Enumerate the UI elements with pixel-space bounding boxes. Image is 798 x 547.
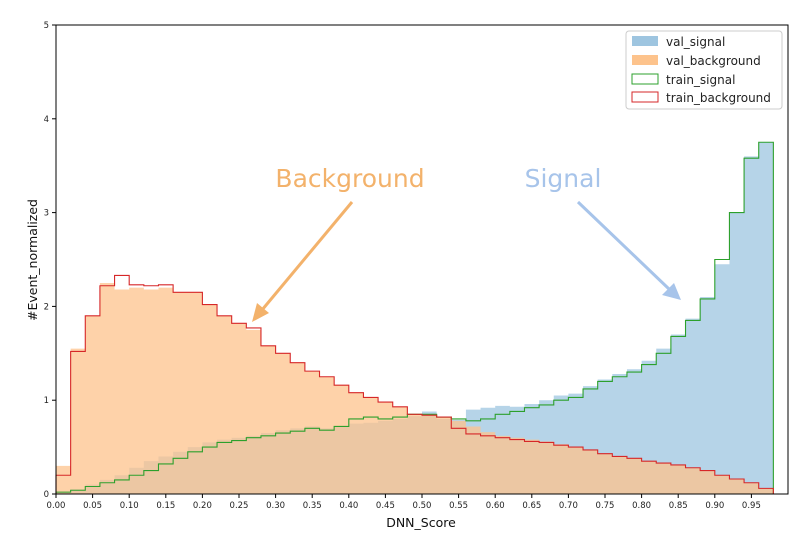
- x-tick-label: 0.50: [413, 501, 432, 511]
- x-tick-label: 0.75: [596, 501, 615, 511]
- series-val-signal-area: [56, 142, 788, 494]
- annotation-background-label: Background: [275, 164, 424, 193]
- y-tick-label: 3: [44, 209, 49, 219]
- annotation-signal-arrow-shaft: [576, 200, 671, 291]
- x-tick-label: 0.55: [449, 501, 468, 511]
- x-tick-label: 0.85: [669, 501, 688, 511]
- x-tick-label: 0.65: [522, 501, 541, 511]
- x-tick-label: 0.00: [47, 501, 66, 511]
- legend-label-train-signal: train_signal: [666, 73, 735, 87]
- y-tick-label: 0: [44, 490, 49, 500]
- y-axis-label: #Event_normalized: [25, 199, 40, 321]
- annotation-signal-label: Signal: [525, 164, 602, 193]
- x-tick-label: 0.60: [486, 501, 505, 511]
- annotation-signal-arrow-head: [662, 283, 681, 300]
- x-tick-label: 0.90: [705, 501, 724, 511]
- annotations: Background Signal: [252, 164, 681, 322]
- annotation-background-arrow-head: [252, 303, 269, 322]
- series-train-background-step: [55, 274, 788, 495]
- legend-swatch-train-signal: [631, 73, 659, 85]
- y-tick-label: 5: [44, 21, 49, 31]
- x-tick-label: 0.25: [230, 501, 249, 511]
- legend-swatch-val-background: [632, 55, 658, 65]
- legend-label-val-signal: val_signal: [666, 35, 725, 49]
- x-tick-label: 0.35: [303, 501, 322, 511]
- y-tick-label: 2: [44, 302, 49, 312]
- legend-label-train-background: train_background: [666, 91, 771, 105]
- x-tick-label: 0.30: [266, 501, 285, 511]
- series-val-background-area: [56, 282, 788, 494]
- annotation-background-arrow-shaft: [260, 201, 354, 311]
- legend: val_signal val_background train_signal t…: [625, 30, 783, 110]
- x-tick-label: 0.20: [193, 501, 212, 511]
- x-tick-label: 0.70: [559, 501, 578, 511]
- legend-label-val-background: val_background: [666, 54, 761, 68]
- x-tick-label: 0.45: [376, 501, 395, 511]
- legend-swatch-train-background: [631, 91, 659, 103]
- series-layer: [55, 141, 788, 495]
- x-tick-label: 0.80: [632, 501, 651, 511]
- x-axis-label: DNN_Score: [386, 515, 456, 530]
- y-tick-label: 4: [44, 115, 49, 125]
- y-tick-label: 1: [44, 396, 49, 406]
- x-tick-label: 0.40: [339, 501, 358, 511]
- ticks-layer: 0.00 0.05 0.10 0.15 0.20 0.25 0.30 0.35 0.40 0.45…: [44, 21, 761, 511]
- x-tick-label: 0.10: [120, 501, 139, 511]
- legend-box: [625, 30, 783, 110]
- x-tick-label: 0.15: [156, 501, 175, 511]
- x-tick-label: 0.95: [742, 501, 761, 511]
- x-tick-label: 0.05: [83, 501, 102, 511]
- legend-swatch-val-signal: [632, 36, 658, 46]
